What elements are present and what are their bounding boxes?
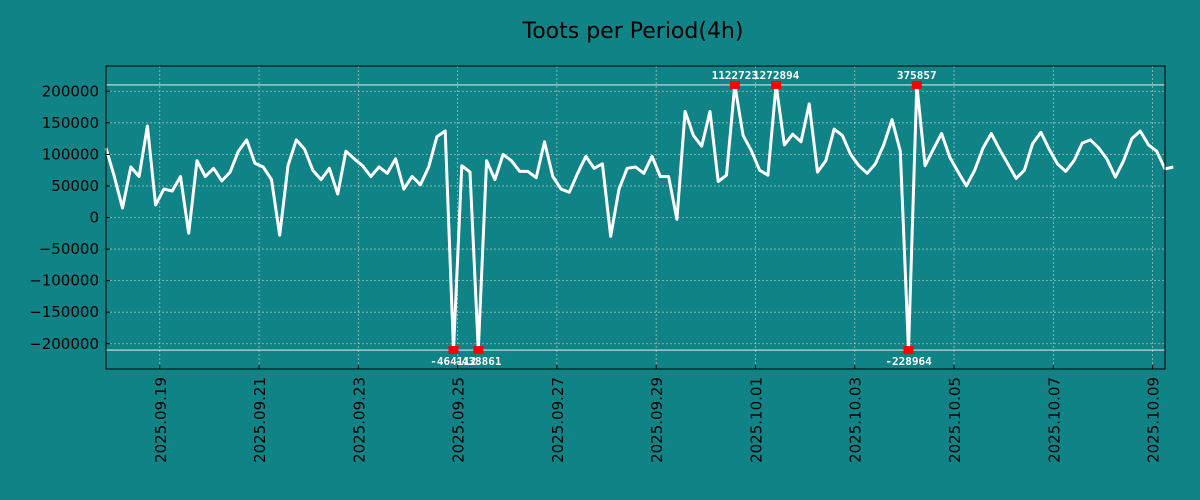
outlier-label: 1272894 xyxy=(753,69,800,82)
y-tick-label: 200000 xyxy=(42,82,99,100)
x-tick-label: 2025.09.25 xyxy=(450,377,468,463)
y-tick-label: 100000 xyxy=(42,145,99,163)
outlier-marker xyxy=(771,80,782,89)
outlier-marker xyxy=(911,80,922,89)
x-tick-label: 2025.09.19 xyxy=(152,377,170,463)
x-tick-label: 2025.10.05 xyxy=(946,377,964,463)
y-axis: 200000 150000 100000 50000 0 −50000 −100000 −15… xyxy=(29,82,110,353)
y-tick-label: −50000 xyxy=(39,240,99,258)
x-tick-label: 2025.09.23 xyxy=(350,377,368,463)
outlier-marker xyxy=(448,346,459,355)
y-tick-label: 0 xyxy=(89,209,99,227)
outlier-marker xyxy=(473,346,484,355)
x-tick-label: 2025.09.27 xyxy=(549,377,567,463)
x-axis: 2025.09.19 2025.09.21 2025.09.23 2025.09.25… xyxy=(152,365,1163,463)
outlier-label: -438861 xyxy=(455,355,502,368)
outlier-marker xyxy=(903,346,914,355)
y-tick-label: 50000 xyxy=(51,177,99,195)
outlier-label: 1122723 xyxy=(712,69,758,82)
x-tick-label: 2025.10.03 xyxy=(847,377,865,463)
outlier-label: 375857 xyxy=(897,69,937,82)
x-tick-label: 2025.10.07 xyxy=(1045,377,1063,463)
x-tick-label: 2025.10.09 xyxy=(1145,377,1163,463)
x-tick-label: 2025.09.21 xyxy=(251,377,269,463)
marker-layer xyxy=(448,80,922,355)
outlier-marker xyxy=(729,80,740,89)
x-tick-label: 2025.10.01 xyxy=(747,377,765,463)
y-tick-label: −100000 xyxy=(29,272,99,290)
reference-lines xyxy=(106,84,1165,351)
chart-title: Toots per Period(4h) xyxy=(522,19,744,44)
y-tick-label: −200000 xyxy=(29,335,99,353)
series-layer xyxy=(104,83,1174,352)
grid-layer xyxy=(106,66,1165,369)
outlier-label: -228964 xyxy=(885,355,932,368)
outlier-label: -464112 xyxy=(430,355,476,368)
y-tick-label: 150000 xyxy=(42,114,99,132)
series-line xyxy=(104,83,1174,352)
x-tick-label: 2025.09.29 xyxy=(648,377,666,463)
y-tick-label: −150000 xyxy=(29,303,99,321)
